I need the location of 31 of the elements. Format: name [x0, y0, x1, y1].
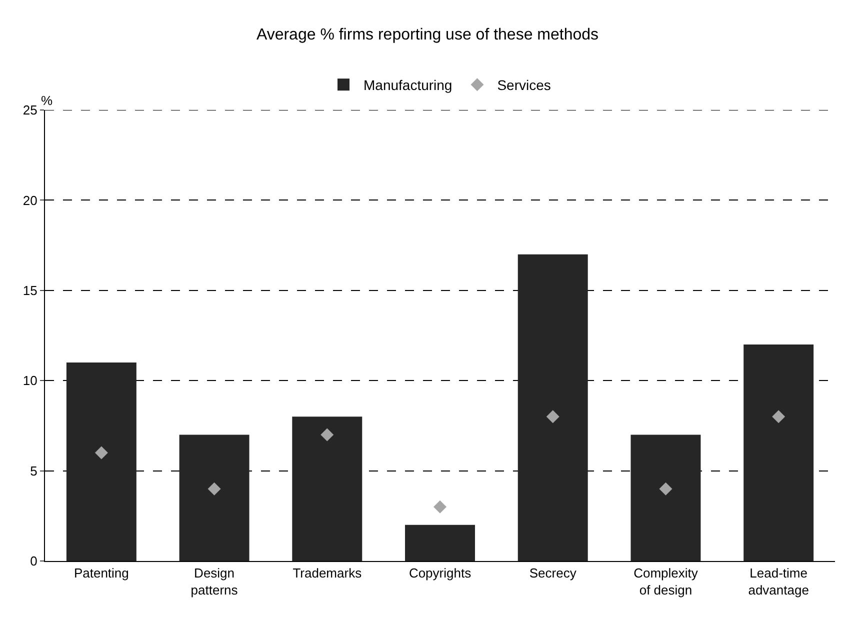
- x-tick-label: Complexity of design: [634, 566, 698, 598]
- bar: [744, 344, 814, 561]
- legend-label: Services: [497, 77, 551, 94]
- x-tick-label: Design patterns: [190, 566, 238, 598]
- y-tick-label: 20: [22, 192, 38, 208]
- point: [94, 446, 108, 460]
- point: [772, 410, 786, 424]
- y-tick-label: 15: [22, 282, 38, 298]
- bar: [518, 254, 588, 561]
- y-axis-title: %: [41, 93, 53, 108]
- chart-title: Average % firms reporting use of these methods: [256, 26, 599, 44]
- point: [320, 428, 334, 442]
- point: [434, 500, 446, 514]
- legend-label: Manufacturing: [364, 77, 452, 94]
- point: [546, 410, 560, 424]
- y-tick-label: 5: [30, 463, 38, 478]
- x-tick-label: Trademarks: [292, 566, 362, 581]
- bar: [66, 362, 136, 561]
- x-tick-label: Secrecy: [529, 566, 577, 581]
- point: [208, 482, 221, 496]
- bar: [179, 434, 250, 561]
- bar: [292, 416, 362, 561]
- y-tick-label: 0: [30, 554, 38, 569]
- point: [659, 482, 672, 496]
- x-tick-label: Lead-time advantage: [748, 566, 809, 598]
- x-tick-label: Copyrights: [408, 566, 472, 581]
- bar: [405, 524, 475, 561]
- y-tick-label: 25: [22, 102, 38, 118]
- x-tick-label: Patenting: [74, 566, 129, 581]
- y-tick-label: 10: [22, 373, 38, 388]
- bar: [630, 434, 701, 561]
